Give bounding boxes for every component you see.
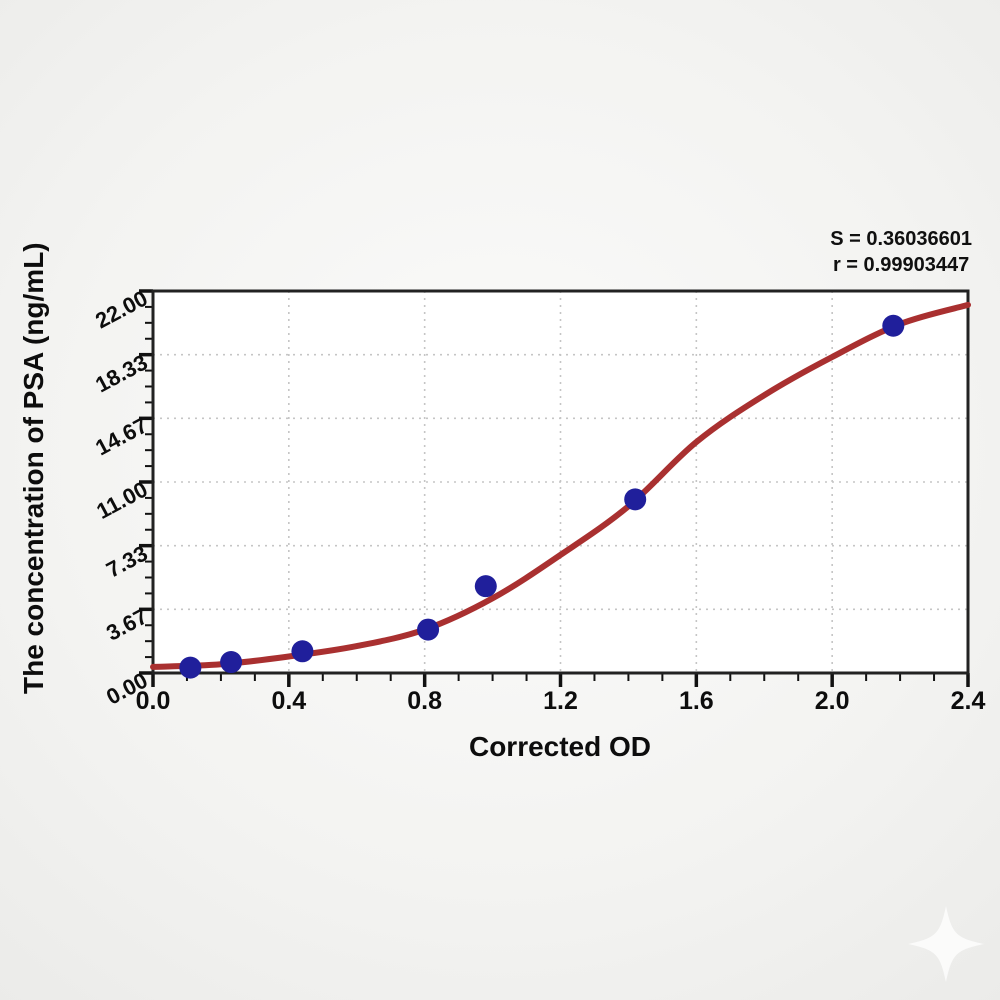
fit-curve [150, 301, 971, 670]
plot-frame [151, 289, 970, 675]
x-tick-label: 2.4 [950, 687, 986, 715]
x-tick-label: 0.4 [271, 687, 307, 715]
x-axis-title: Corrected OD [468, 731, 652, 762]
r-value-label: r = 0.99903447 [832, 254, 970, 276]
sparkle-watermark [908, 906, 984, 982]
data-point [882, 314, 905, 337]
data-point [474, 575, 497, 598]
x-tick-label: 2.0 [814, 687, 850, 715]
data-point [624, 488, 647, 511]
x-tick-label: 0.8 [407, 687, 443, 715]
data-point [220, 651, 243, 674]
x-tick-label: 1.6 [678, 687, 714, 715]
data-point [179, 656, 202, 679]
fit-statistics: S = 0.36036601 r = 0.99903447 [830, 226, 972, 278]
x-tick-label: 0.0 [135, 687, 171, 715]
x-tick-label: 1.2 [543, 687, 578, 715]
data-point [417, 618, 440, 641]
s-value-label: S = 0.36036601 [830, 228, 972, 250]
data-point [291, 640, 314, 663]
